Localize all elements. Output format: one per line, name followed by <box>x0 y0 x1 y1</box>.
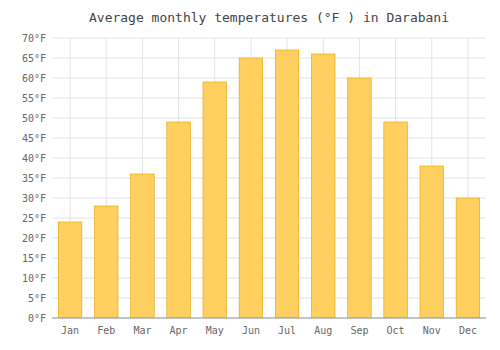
bar <box>384 122 408 318</box>
y-tick-label: 15°F <box>22 253 46 264</box>
y-tick-label: 55°F <box>22 93 46 104</box>
x-tick-label: Dec <box>459 325 477 336</box>
bar <box>131 174 155 318</box>
y-grid-line <box>52 158 486 159</box>
y-tick-label: 20°F <box>22 233 46 244</box>
x-tick-label: Jul <box>278 325 296 336</box>
y-tick-label: 50°F <box>22 113 46 124</box>
x-tick-label: Apr <box>170 325 188 336</box>
y-grid-line <box>52 98 486 99</box>
x-tick-label: Feb <box>97 325 115 336</box>
bar <box>420 166 444 318</box>
x-tick-label: Jun <box>242 325 260 336</box>
y-tick-label: 10°F <box>22 273 46 284</box>
bar <box>94 206 118 318</box>
chart-container: Average monthly temperatures (°F ) in Da… <box>0 0 500 350</box>
y-tick-label: 30°F <box>22 193 46 204</box>
x-tick-label: Nov <box>423 325 441 336</box>
y-tick-label: 60°F <box>22 73 46 84</box>
y-grid-line <box>52 38 486 39</box>
y-tick-label: 65°F <box>22 53 46 64</box>
y-grid-line <box>52 78 486 79</box>
y-grid-line <box>52 318 486 319</box>
bar <box>348 78 372 318</box>
bar <box>58 222 82 318</box>
y-tick-label: 40°F <box>22 153 46 164</box>
x-tick-label: Sep <box>350 325 368 336</box>
bar <box>275 50 299 318</box>
x-tick-label: Mar <box>133 325 151 336</box>
chart-title: Average monthly temperatures (°F ) in Da… <box>89 10 449 25</box>
x-tick-label: Oct <box>387 325 405 336</box>
x-tick-label: Aug <box>314 325 332 336</box>
y-tick-label: 0°F <box>28 313 46 324</box>
y-grid-line <box>52 118 486 119</box>
y-tick-label: 35°F <box>22 173 46 184</box>
chart: Average monthly temperatures (°F ) in Da… <box>0 0 500 350</box>
y-tick-label: 45°F <box>22 133 46 144</box>
bar <box>203 82 227 318</box>
bar <box>167 122 191 318</box>
y-grid-line <box>52 138 486 139</box>
y-tick-label: 70°F <box>22 33 46 44</box>
x-axis-line <box>52 318 486 319</box>
bars <box>58 50 479 318</box>
y-tick-label: 5°F <box>28 293 46 304</box>
bar <box>311 54 335 318</box>
bar <box>239 58 263 318</box>
x-tick-label: May <box>206 325 224 336</box>
bar <box>456 198 480 318</box>
grid <box>52 38 486 318</box>
y-grid-line <box>52 58 486 59</box>
y-tick-label: 25°F <box>22 213 46 224</box>
x-tick-label: Jan <box>61 325 79 336</box>
